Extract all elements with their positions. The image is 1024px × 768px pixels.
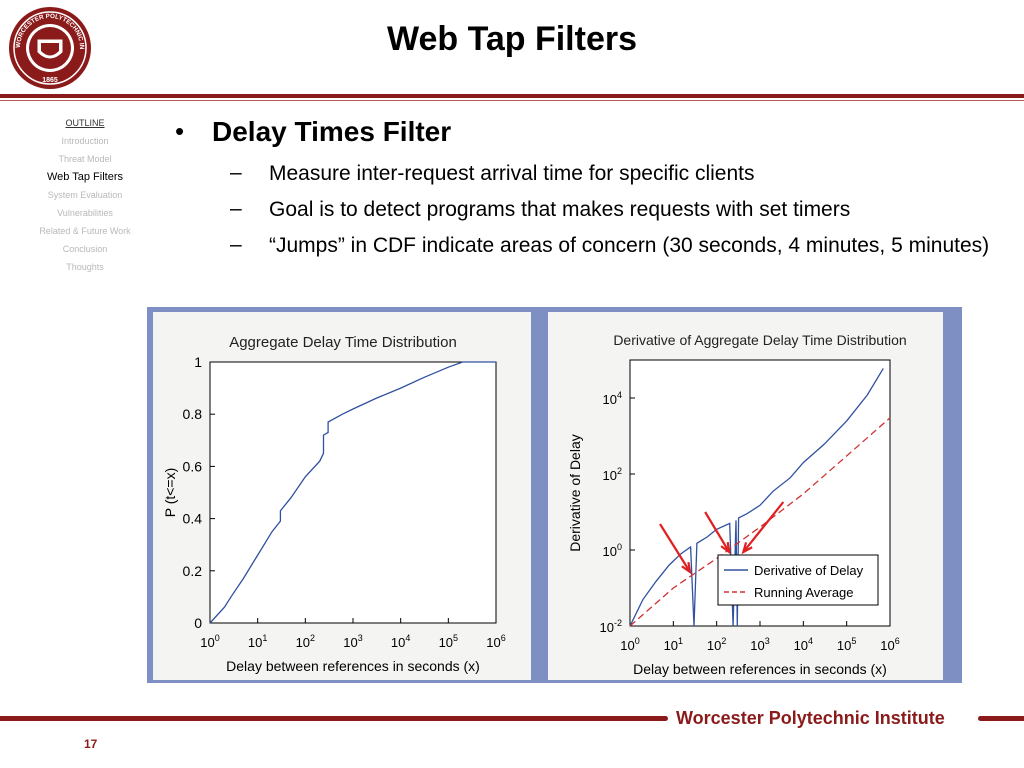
legend-label: Running Average <box>754 585 854 600</box>
chart-cdf-panel: Aggregate Delay Time Distribution 100 101 1… <box>153 312 531 680</box>
outline-nav: OUTLINE Introduction Threat Model Web Ta… <box>20 114 150 276</box>
x-axis-label: Delay between references in seconds (x) <box>633 661 887 677</box>
x-tick-label: 105 <box>837 636 856 653</box>
x-tick-label: 100 <box>200 633 219 650</box>
x-tick-label: 105 <box>439 633 458 650</box>
y-axis-label: Derivative of Delay <box>567 434 583 552</box>
y-tick-label: 10-2 <box>600 618 622 635</box>
sidebar-item-related-future-work[interactable]: Related & Future Work <box>39 226 131 236</box>
bullet-marker: • <box>175 116 185 146</box>
dash-marker: – <box>230 197 242 220</box>
y-tick-label: 0.2 <box>183 563 203 579</box>
sidebar-item-introduction[interactable]: Introduction <box>61 136 109 146</box>
annotation-arrowhead <box>681 561 692 575</box>
y-tick-label: 0 <box>194 615 202 631</box>
header-divider-thin <box>0 100 1024 101</box>
sidebar-item-threat-model[interactable]: Threat Model <box>58 154 112 164</box>
page-number: 17 <box>84 737 98 751</box>
x-tick-label: 106 <box>486 633 505 650</box>
y-axis-label: P (t<=x) <box>162 468 178 518</box>
chart-derivative: Derivative of Aggregate Delay Time Distr… <box>567 332 907 677</box>
footer-institution: Worcester Polytechnic Institute <box>676 708 945 728</box>
wpi-seal-logo: WORCESTER POLYTECHNIC INSTITUTE 1865 <box>6 1 92 90</box>
seal-year: 1865 <box>42 77 58 84</box>
bullet-heading: Delay Times Filter <box>212 116 452 147</box>
footer-divider-right <box>978 716 1024 721</box>
y-tick-label: 102 <box>603 466 622 483</box>
chart-cdf: Aggregate Delay Time Distribution 100 101 1… <box>162 334 506 674</box>
series-line <box>629 417 891 627</box>
y-tick-label: 100 <box>603 542 622 559</box>
y-tick-label: 104 <box>603 390 622 407</box>
series-line <box>209 361 496 624</box>
sidebar-item-system-evaluation[interactable]: System Evaluation <box>47 190 123 200</box>
y-tick-label: 1 <box>194 354 202 370</box>
x-axis-label: Delay between references in seconds (x) <box>226 658 480 674</box>
chart-title: Aggregate Delay Time Distribution <box>229 334 457 351</box>
annotation-arrowhead <box>720 541 731 555</box>
x-tick-label: 101 <box>664 636 683 653</box>
chart-title: Derivative of Aggregate Delay Time Distr… <box>613 332 906 348</box>
footer-divider-left <box>0 716 668 721</box>
subbullet-text: “Jumps” in CDF indicate areas of concern… <box>269 234 990 257</box>
sidebar-item-conclusion[interactable]: Conclusion <box>62 244 108 254</box>
dash-marker: – <box>230 161 242 184</box>
sidebar-item-vulnerabilities[interactable]: Vulnerabilities <box>57 208 113 218</box>
y-tick-label: 0.4 <box>183 511 203 527</box>
y-tick-label: 0.8 <box>183 406 203 422</box>
legend-label: Derivative of Delay <box>754 563 864 578</box>
annotation-arrow <box>659 523 691 573</box>
annotation-arrow <box>704 511 731 553</box>
annotation-arrowhead <box>741 542 753 555</box>
subbullet-text: Goal is to detect programs that makes re… <box>269 198 851 221</box>
x-tick-label: 104 <box>794 636 813 653</box>
subbullet-text: Measure inter-request arrival time for s… <box>269 162 755 185</box>
slide-title: Web Tap Filters <box>386 20 637 58</box>
sidebar-item-web-tap-filters[interactable]: Web Tap Filters <box>46 171 123 183</box>
x-tick-label: 102 <box>296 633 315 650</box>
header-divider <box>0 94 1024 98</box>
chart-derivative-panel: Derivative of Aggregate Delay Time Distr… <box>548 312 943 680</box>
legend-box <box>717 554 879 606</box>
x-tick-label: 103 <box>343 633 362 650</box>
annotation-arrow <box>742 501 785 553</box>
y-tick-label: 0.6 <box>183 458 203 474</box>
x-tick-label: 101 <box>248 633 267 650</box>
x-tick-label: 100 <box>620 636 639 653</box>
sidebar-item-thoughts[interactable]: Thoughts <box>66 262 104 272</box>
plot-area <box>209 361 497 624</box>
x-tick-label: 104 <box>391 633 410 650</box>
x-tick-label: 106 <box>880 636 899 653</box>
x-tick-label: 103 <box>750 636 769 653</box>
x-tick-label: 102 <box>707 636 726 653</box>
sidebar-item-outline[interactable]: OUTLINE <box>65 118 105 128</box>
dash-marker: – <box>230 233 242 256</box>
